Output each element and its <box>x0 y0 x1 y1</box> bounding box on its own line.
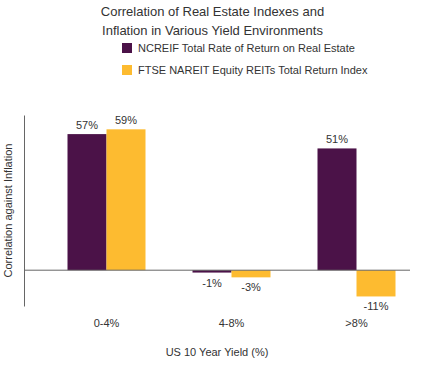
x-tick-label: 4-8% <box>219 317 245 329</box>
y-axis <box>24 116 25 307</box>
x-tick: >8% <box>345 317 368 329</box>
data-label: -3% <box>241 281 261 293</box>
data-label: 59% <box>115 114 137 126</box>
baseline <box>24 270 410 271</box>
y-axis-line <box>24 116 25 307</box>
x-tick: 4-8% <box>219 317 245 329</box>
data-label: -1% <box>202 277 222 289</box>
data-labels: 57% -1% 51% 59% -3% -11% <box>76 114 389 312</box>
title: Correlation of Real Estate Indexes and In… <box>101 4 324 38</box>
bar <box>107 129 146 270</box>
bar <box>232 270 271 277</box>
x-tick-label: >8% <box>345 317 368 329</box>
data-label: 57% <box>76 119 98 131</box>
legend: NCREIF Total Rate of Return on Real Esta… <box>122 42 368 76</box>
legend-label: FTSE NAREIT Equity REITs Total Return In… <box>138 64 368 76</box>
bar <box>357 270 396 296</box>
bars <box>68 129 396 296</box>
legend-swatch <box>122 65 132 75</box>
x-tick: 0-4% <box>94 317 120 329</box>
bar <box>68 134 107 270</box>
y-axis-title: Correlation against Inflation <box>2 144 14 278</box>
data-label: 51% <box>326 133 348 145</box>
data-label: -11% <box>364 300 389 312</box>
x-tick-label: 0-4% <box>94 317 120 329</box>
x-axis: 0-4% 4-8% >8% <box>94 317 368 329</box>
legend-swatch <box>122 43 132 53</box>
legend-label: NCREIF Total Rate of Return on Real Esta… <box>138 42 355 54</box>
title-line: Inflation in Various Yield Environments <box>102 23 323 38</box>
x-axis-title: US 10 Year Yield (%) <box>166 346 269 358</box>
title-line: Correlation of Real Estate Indexes and <box>101 4 324 19</box>
bar <box>318 148 357 270</box>
chart: Correlation of Real Estate Indexes and In… <box>0 0 425 371</box>
